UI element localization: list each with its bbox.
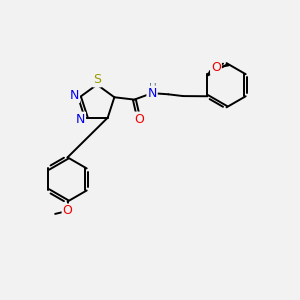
Text: N: N: [76, 112, 85, 126]
Text: S: S: [93, 74, 101, 86]
Text: O: O: [63, 205, 73, 218]
Text: O: O: [134, 112, 144, 125]
Text: O: O: [211, 61, 221, 74]
Text: H: H: [149, 83, 157, 93]
Text: N: N: [147, 87, 157, 100]
Text: N: N: [70, 89, 79, 102]
